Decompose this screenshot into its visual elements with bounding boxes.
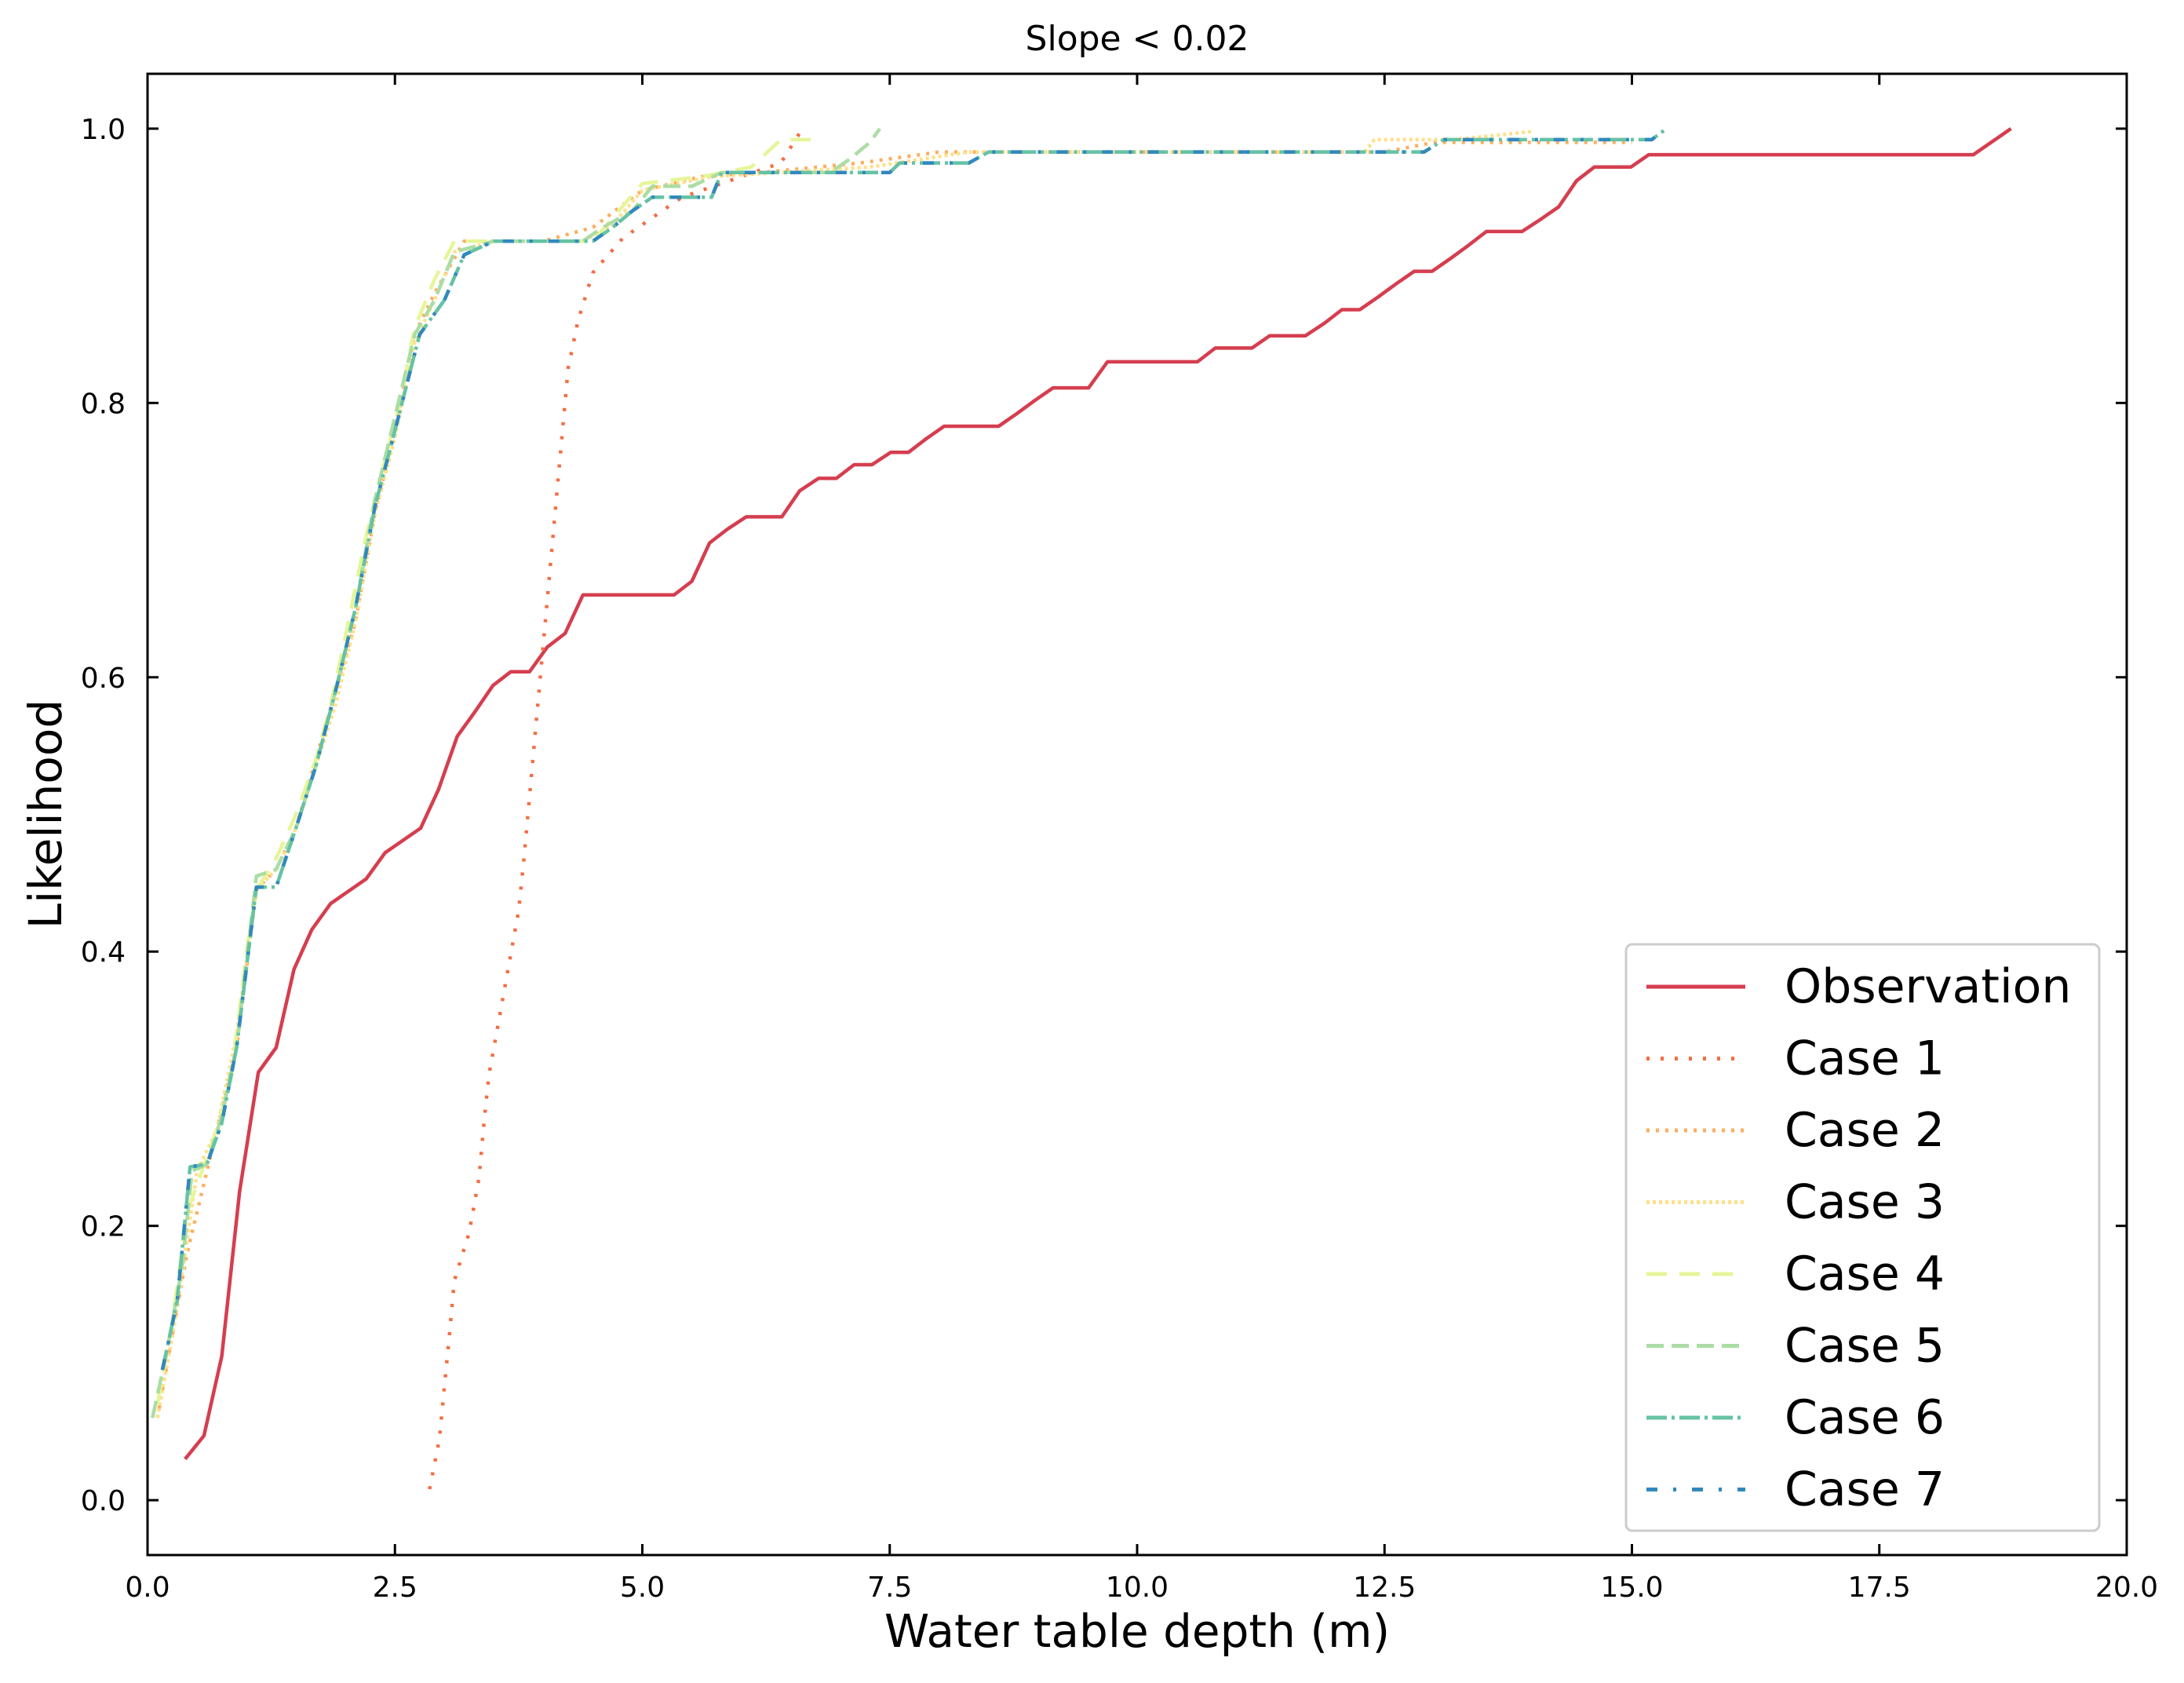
x-tick-label: 12.5: [1353, 1572, 1416, 1604]
series-line-case-5: [151, 127, 881, 1418]
x-tick-label: 5.0: [620, 1572, 665, 1604]
y-tick-label: 0.0: [81, 1485, 126, 1517]
series-line-observation: [184, 127, 2012, 1461]
legend-label: Case 2: [1785, 1103, 1945, 1158]
x-tick-label: 15.0: [1600, 1572, 1663, 1604]
legend-items: Observation Case 1 Case 2 Case 3 Case 4 Case …: [1646, 959, 2071, 1517]
legend-label: Case 3: [1785, 1175, 1945, 1230]
legend-label: Case 6: [1785, 1390, 1945, 1445]
x-tick-label: 0.0: [125, 1572, 170, 1604]
series-layer: [151, 127, 2012, 1490]
y-tick-label: 0.6: [81, 663, 126, 695]
x-axis-ticks: 0.0 2.5 5.0 7.5 10.0 12.5 15.0 17.5 20.0: [125, 74, 2158, 1604]
legend-box: [1624, 943, 2101, 1532]
legend-label: Case 7: [1785, 1462, 1945, 1517]
series-line-case-7: [160, 127, 1668, 1371]
y-tick-label: 0.4: [81, 936, 126, 969]
y-axis-label: Likelihood: [19, 699, 72, 929]
y-tick-label: 1.0: [81, 114, 126, 146]
y-axis-ticks: 0.0 0.2 0.4 0.6 0.8 1.0: [81, 114, 2127, 1517]
x-tick-label: 10.0: [1106, 1572, 1169, 1604]
legend-label: Case 5: [1785, 1319, 1945, 1374]
legend-label: Case 1: [1785, 1031, 1945, 1086]
plot-frame: [146, 72, 2128, 1557]
legend-label: Observation: [1785, 959, 2071, 1014]
y-tick-label: 0.8: [81, 388, 126, 420]
legend-label: Case 4: [1785, 1247, 1945, 1301]
legend: Observation Case 1 Case 2 Case 3 Case 4 Case …: [1624, 943, 2101, 1532]
x-tick-label: 20.0: [2095, 1572, 2158, 1604]
x-axis-label: Water table depth (m): [884, 1605, 1390, 1658]
y-tick-label: 0.2: [81, 1211, 126, 1243]
x-tick-label: 7.5: [867, 1572, 912, 1604]
chart-title: Slope < 0.02: [1026, 19, 1249, 59]
x-tick-label: 2.5: [373, 1572, 417, 1604]
x-tick-label: 17.5: [1848, 1572, 1911, 1604]
